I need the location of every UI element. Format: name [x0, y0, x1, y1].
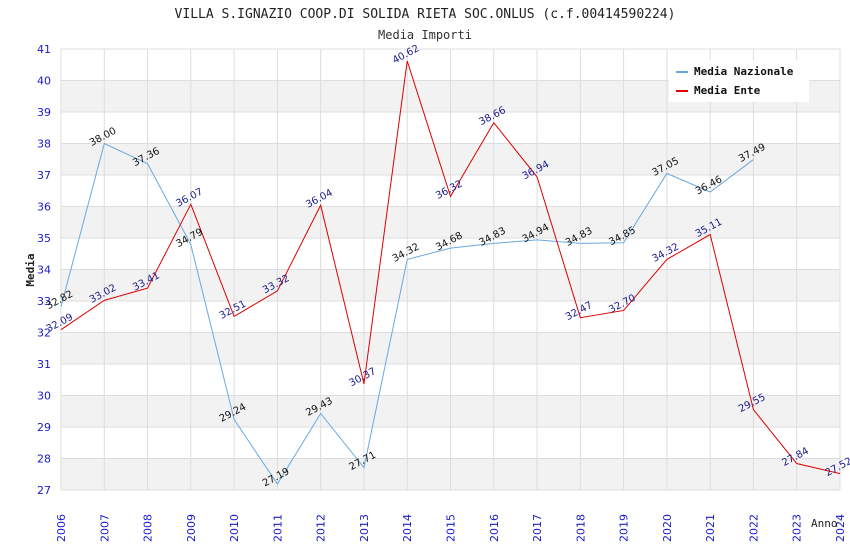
x-axis-label: Anno: [811, 517, 838, 530]
x-axis-ticks: 2006 2007 2008 2009 2010 2011 2012 2013 2014 2015…: [55, 514, 847, 542]
x-tick-label: 2007: [98, 514, 111, 542]
x-tick-label: 2010: [228, 514, 241, 542]
x-tick-label: 2018: [574, 514, 587, 542]
x-tick-label: 2024: [834, 514, 847, 542]
legend-label-nazionale: Media Nazionale: [694, 65, 794, 78]
y-axis-label: Media: [24, 253, 37, 286]
legend-label-ente: Media Ente: [694, 84, 761, 97]
y-tick-label: 29: [37, 421, 51, 434]
y-tick-label: 37: [37, 169, 51, 182]
x-tick-label: 2015: [445, 514, 458, 542]
x-tick-label: 2014: [401, 514, 414, 542]
x-tick-label: 2011: [271, 514, 284, 542]
x-tick-label: 2016: [488, 514, 501, 542]
y-axis-ticks: 27 28 29 30 31 32 33 34 35 36 37 38 39 40 41: [37, 43, 51, 497]
y-tick-label: 32: [37, 327, 51, 340]
series-line-nazionale: [60, 142, 754, 485]
y-tick-label: 39: [37, 106, 51, 119]
x-tick-label: 2021: [704, 514, 717, 542]
gridlines: [60, 48, 841, 491]
y-tick-label: 27: [37, 484, 51, 497]
x-tick-label: 2008: [142, 514, 155, 542]
x-tick-label: 2022: [747, 514, 760, 542]
x-tick-label: 2020: [661, 514, 674, 542]
chart-subtitle: Media Importi: [378, 28, 472, 42]
legend-box: [669, 60, 809, 102]
x-tick-label: 2023: [791, 514, 804, 542]
x-tick-label: 2019: [618, 514, 631, 542]
x-tick-label: 2013: [358, 514, 371, 542]
series-lines: [60, 60, 841, 485]
y-tick-label: 31: [37, 358, 51, 371]
y-tick-label: 34: [37, 264, 51, 277]
series-line-ente: [60, 60, 841, 475]
x-tick-label: 2012: [315, 514, 328, 542]
y-tick-label: 35: [37, 232, 51, 245]
y-tick-label: 30: [37, 390, 51, 403]
legend: Media Nazionale Media Ente: [669, 60, 809, 102]
x-tick-label: 2006: [55, 514, 68, 542]
chart-title: VILLA S.IGNAZIO COOP.DI SOLIDA RIETA SOC…: [175, 7, 676, 22]
y-tick-label: 41: [37, 43, 51, 56]
x-tick-label: 2009: [185, 514, 198, 542]
y-tick-label: 38: [37, 138, 51, 151]
y-tick-label: 28: [37, 453, 51, 466]
y-tick-label: 36: [37, 201, 51, 214]
x-tick-label: 2017: [531, 514, 544, 542]
y-tick-label: 33: [37, 295, 51, 308]
y-tick-label: 40: [37, 75, 51, 88]
